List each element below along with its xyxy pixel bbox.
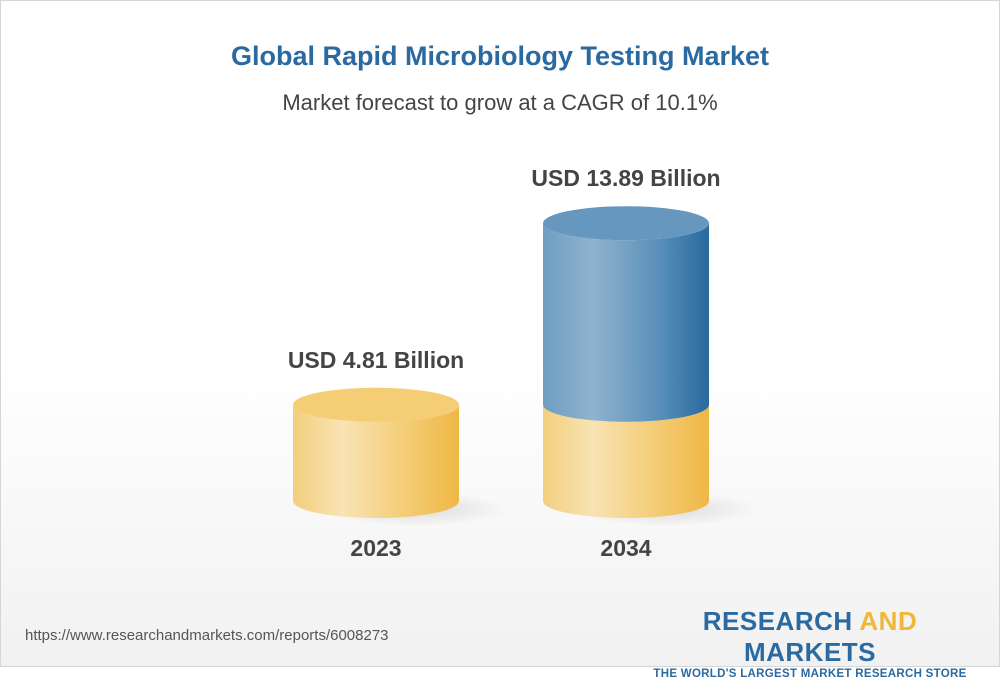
cylinder-base-segment-2034 xyxy=(543,404,709,518)
category-label-2034: 2034 xyxy=(600,535,651,561)
cylinder-growth-segment-2034 xyxy=(543,223,709,422)
data-label-2023: USD 4.81 Billion xyxy=(288,347,464,373)
logo-text-and: AND xyxy=(859,606,918,636)
category-label-2023: 2023 xyxy=(350,535,401,561)
cylinder-top-2034 xyxy=(543,206,709,241)
logo-text-research: RESEARCH xyxy=(702,606,860,636)
cylinder-bar-2023 xyxy=(293,404,459,518)
data-label-2034: USD 13.89 Billion xyxy=(531,165,720,191)
cylinder-chart: USD 4.81 Billion USD 13.89 Billion 2023 … xyxy=(288,165,759,561)
chart-title: Global Rapid Microbiology Testing Market xyxy=(230,41,770,71)
cylinder-top-2023 xyxy=(293,387,459,422)
research-and-markets-logo: RESEARCH AND MARKETS THE WORLD'S LARGEST… xyxy=(642,606,978,680)
logo-tagline: THE WORLD'S LARGEST MARKET RESEARCH STOR… xyxy=(653,668,967,680)
source-url[interactable]: https://www.researchandmarkets.com/repor… xyxy=(25,627,389,644)
logo-text-markets: MARKETS xyxy=(743,637,877,667)
chart-subtitle: Market forecast to grow at a CAGR of 10.… xyxy=(282,90,718,115)
